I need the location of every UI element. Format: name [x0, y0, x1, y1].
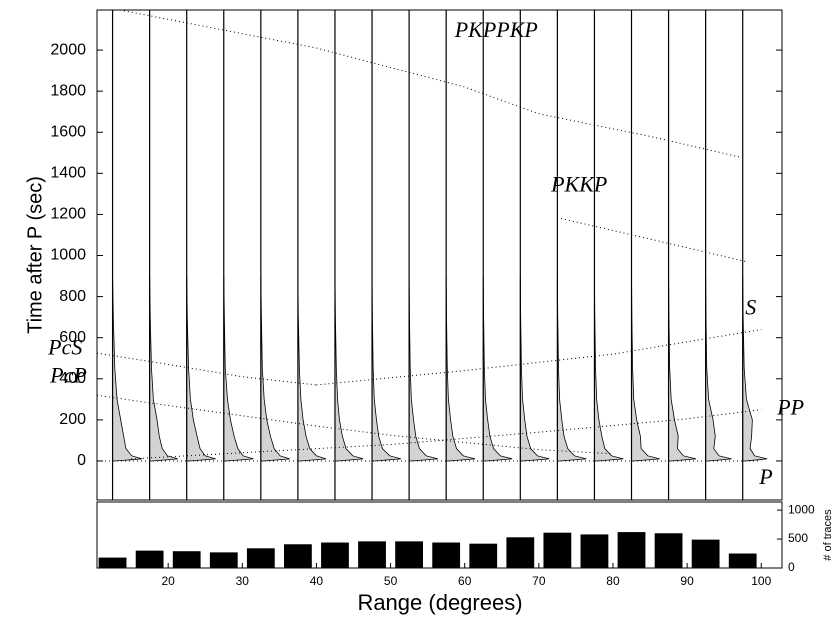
y2-tick-label: 0	[788, 560, 795, 574]
phase-label: S	[745, 295, 756, 320]
phase-label: PKPPKP	[454, 17, 538, 42]
y2-tick-label: 500	[788, 531, 808, 545]
bar	[432, 542, 461, 568]
y-tick-label: 0	[77, 452, 86, 469]
x-tick-label: 90	[680, 574, 694, 588]
plot-frame	[96, 501, 783, 569]
phase-label: PcS	[47, 334, 82, 359]
y-tick-label: 1000	[50, 247, 86, 264]
y-tick-label: 1400	[50, 165, 86, 182]
x-axis-title: Range (degrees)	[357, 590, 522, 615]
phase-curve	[96, 352, 317, 386]
phase-label: P	[758, 464, 772, 489]
y-axis-title: Time after P (sec)	[24, 176, 46, 334]
bar	[543, 532, 572, 568]
bar	[728, 553, 757, 568]
bar	[98, 557, 127, 568]
x-tick-label: 40	[310, 574, 324, 588]
bar	[172, 551, 201, 568]
y-tick-label: 600	[59, 329, 86, 346]
plot-frame	[96, 9, 783, 501]
bar	[284, 544, 312, 568]
phase-curve	[131, 409, 762, 460]
bar	[395, 541, 424, 568]
bar	[654, 533, 683, 568]
x-tick-label: 60	[458, 574, 472, 588]
x-tick-label: 30	[236, 574, 250, 588]
trace-envelope	[112, 276, 143, 462]
x-tick-label: 100	[751, 574, 771, 588]
phase-label: PP	[776, 395, 804, 420]
bar	[246, 548, 275, 568]
bar	[691, 539, 720, 568]
y-tick-label: 200	[59, 411, 86, 428]
y-tick-label: 1800	[50, 82, 86, 99]
y-tick-label: 1600	[50, 123, 86, 140]
bar	[617, 532, 646, 568]
bar	[209, 552, 238, 568]
bar	[321, 542, 349, 568]
y-tick-label: 400	[59, 370, 86, 387]
phase-label: PcP	[49, 363, 87, 388]
bar	[469, 543, 498, 568]
y-tick-label: 2000	[50, 41, 86, 58]
x-tick-label: 50	[384, 574, 398, 588]
y2-tick-label: 1000	[788, 502, 815, 516]
y-tick-label: 1200	[50, 206, 86, 223]
bar	[506, 537, 535, 568]
x-tick-label: 20	[161, 574, 175, 588]
x-tick-label: 80	[606, 574, 620, 588]
phase-curve	[119, 9, 740, 158]
bar	[135, 550, 164, 568]
x-tick-label: 70	[532, 574, 546, 588]
y2-axis-title: # of traces	[822, 509, 834, 561]
bar	[580, 534, 609, 568]
y-tick-label: 800	[59, 288, 86, 305]
phase-label: PKKP	[550, 172, 607, 197]
phase-curve	[96, 394, 614, 455]
bar	[358, 541, 386, 568]
